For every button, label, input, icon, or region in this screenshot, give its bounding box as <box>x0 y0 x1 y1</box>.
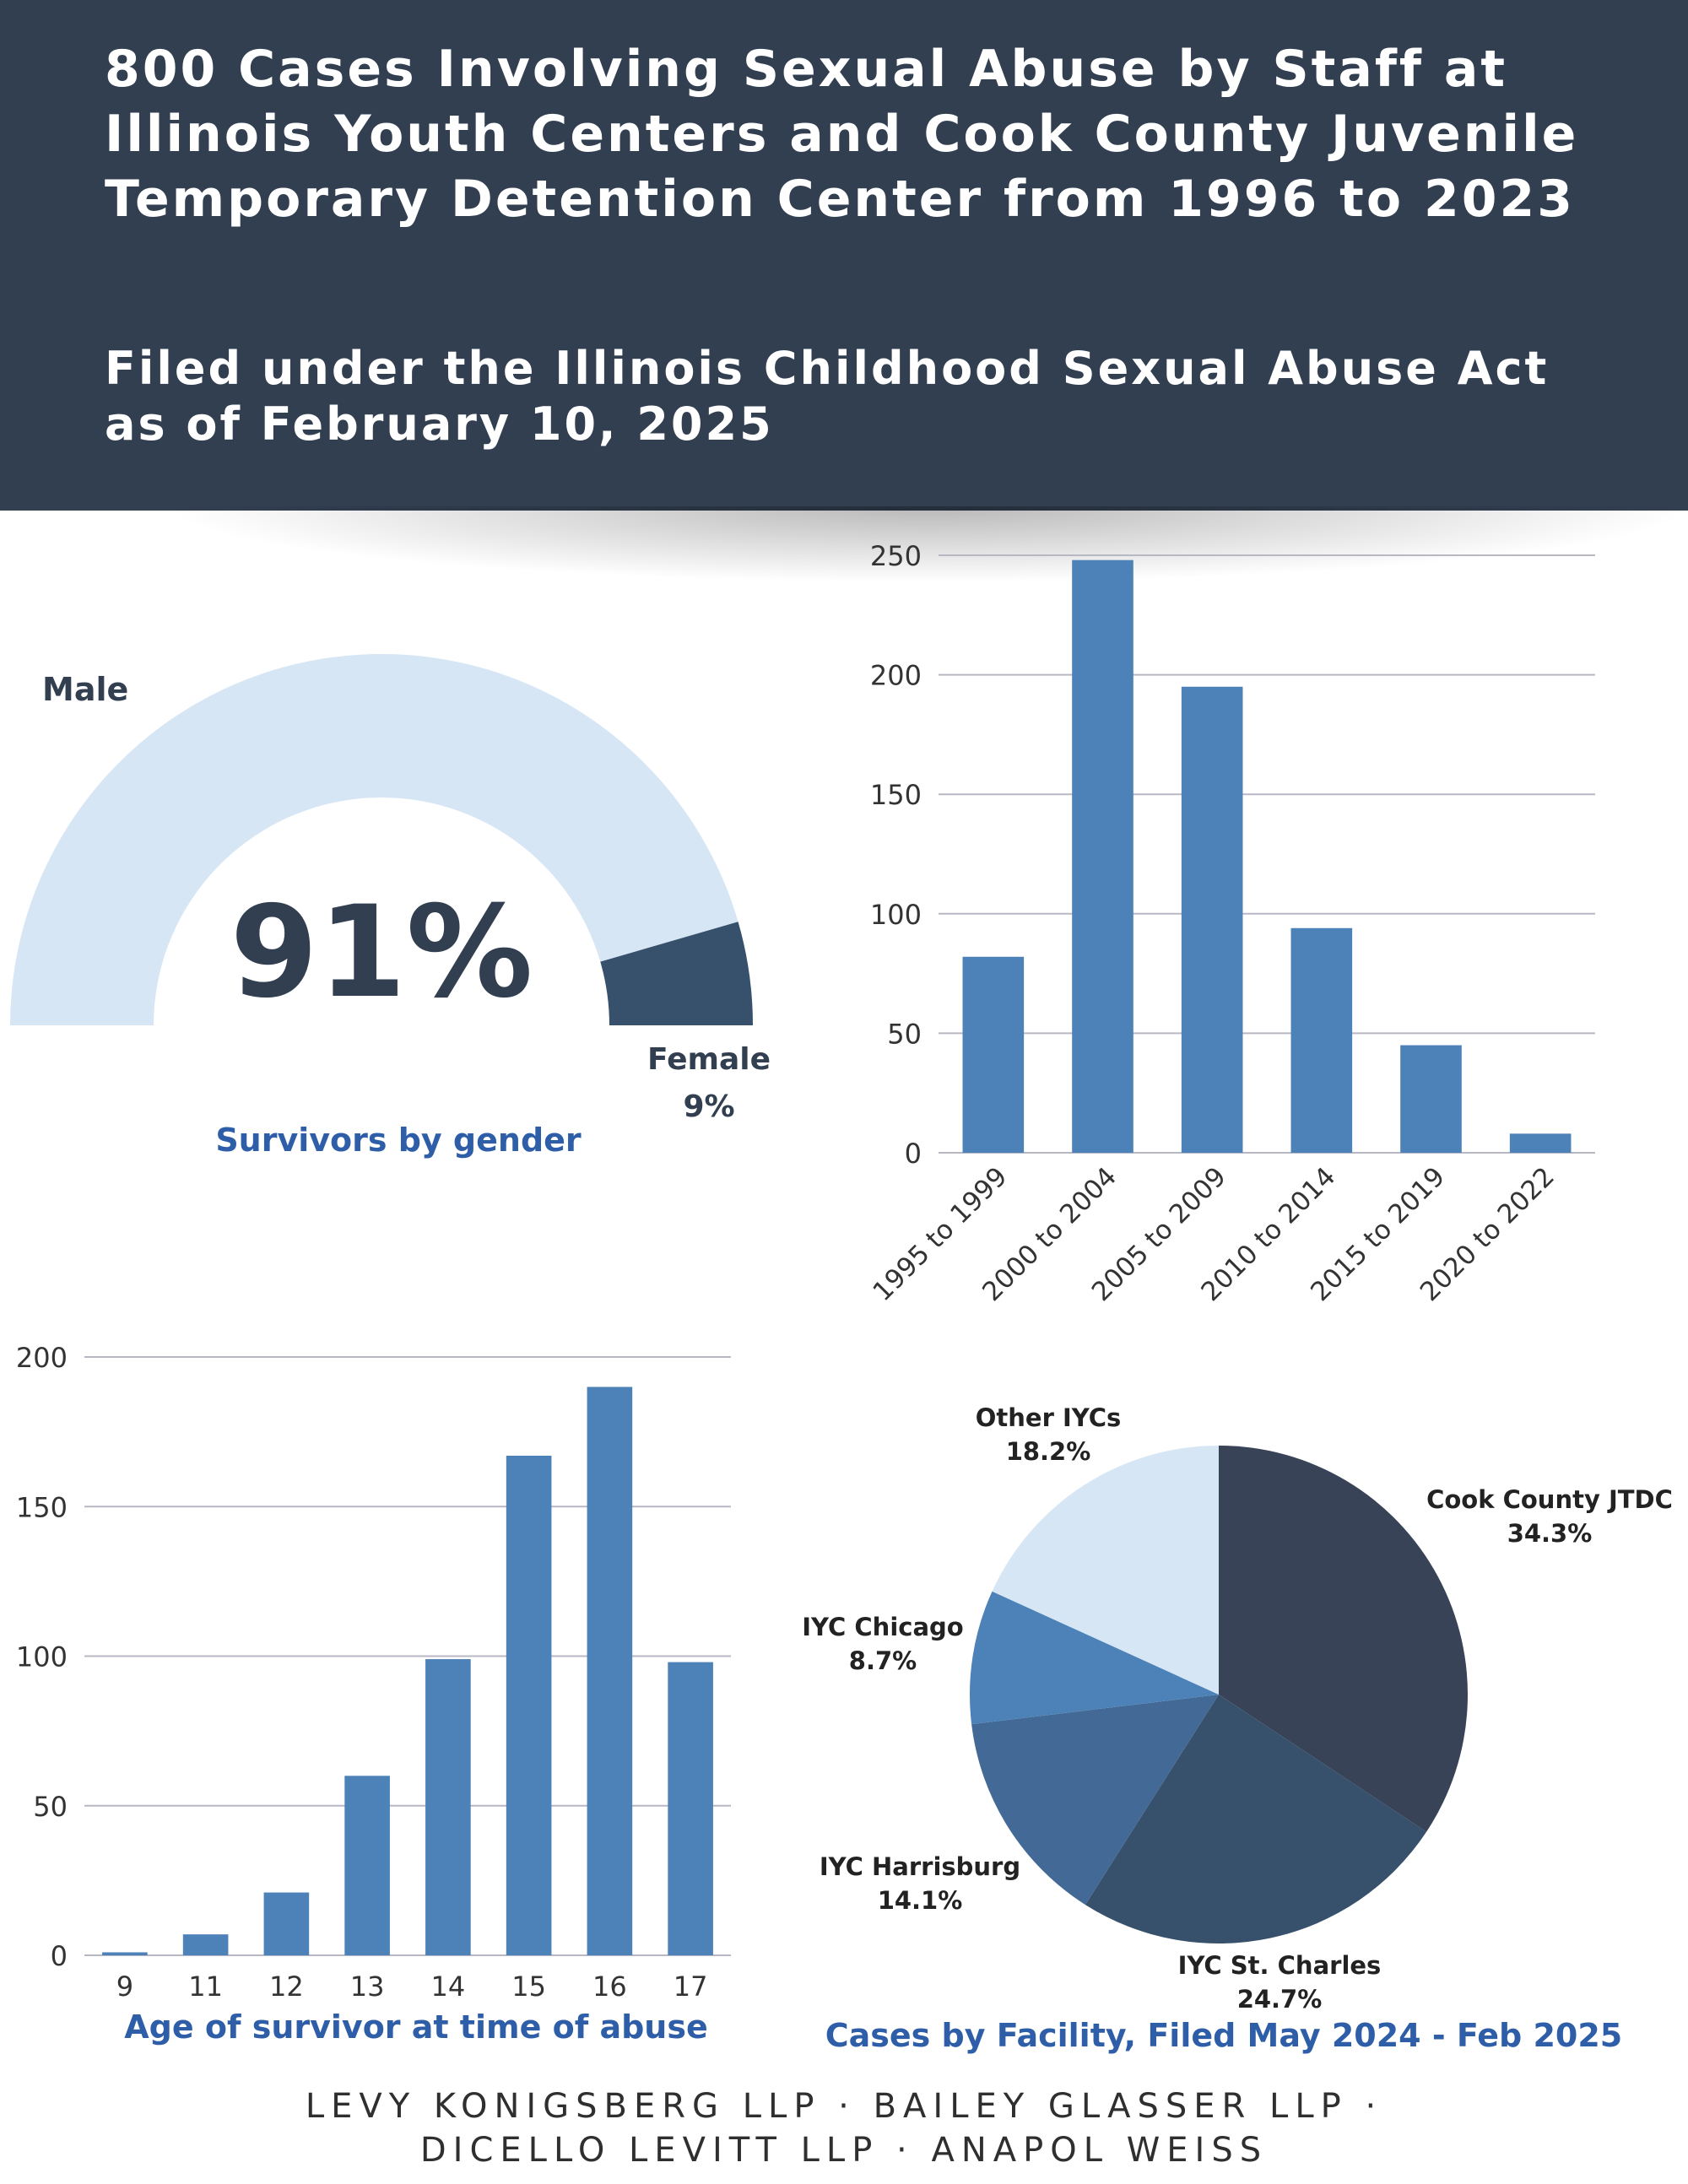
pie-label-value: 18.2% <box>1006 1437 1091 1466</box>
header-shadow <box>0 506 1688 608</box>
bar <box>182 1934 229 1955</box>
pie-label-value: 34.3% <box>1507 1519 1593 1548</box>
y-tick-label: 200 <box>16 1342 68 1374</box>
pie-label-name: IYC Harrisburg <box>820 1852 1020 1881</box>
pie-label-value: 14.1% <box>878 1886 963 1915</box>
y-tick-label: 50 <box>33 1791 68 1823</box>
y-tick-label: 200 <box>870 660 922 692</box>
y-tick-label: 100 <box>870 899 922 931</box>
pie-label-value: 8.7% <box>849 1646 917 1675</box>
bar <box>102 1952 148 1955</box>
x-tick-label: 14 <box>431 1970 466 2003</box>
gauge-label-female: Female <box>647 1042 771 1077</box>
bar <box>587 1387 633 1955</box>
y-tick-label: 100 <box>16 1641 68 1673</box>
facility-chart-caption: Cases by Facility, Filed May 2024 - Feb … <box>825 2017 1622 2054</box>
header-banner <box>0 0 1688 511</box>
pie-label-name: IYC St. Charles <box>1178 1951 1382 1980</box>
footer-line-1: LEVY KONIGSBERG LLP · BAILEY GLASSER LLP… <box>305 2087 1383 2126</box>
page-title: 800 Cases Involving Sexual Abuse by Staf… <box>105 40 1579 229</box>
x-tick-label: 12 <box>269 1970 304 2003</box>
bar <box>263 1892 310 1955</box>
footer-line-2: DICELLO LEVITT LLP · ANAPOL WEISS <box>419 2131 1269 2170</box>
footer-credits: LEVY KONIGSBERG LLP · BAILEY GLASSER LLP… <box>0 2084 1688 2172</box>
bar <box>1290 927 1353 1153</box>
gender-gauge-chart: Male 91% Female 9% Survivors by gender <box>10 654 771 1159</box>
pie-slice-other-iycs <box>992 1446 1219 1695</box>
bar <box>344 1776 390 1955</box>
y-tick-label: 150 <box>870 779 922 811</box>
x-tick-label: 9 <box>116 1970 133 2003</box>
age-bar-chart: 0 50 100 150 200 9 11 12 13 14 15 16 17 <box>16 1342 731 2003</box>
gauge-label-male: Male <box>42 671 128 708</box>
pie-label-name: Other IYCs <box>976 1403 1122 1432</box>
pie-slice-cook-county-jtdc <box>1219 1446 1468 1832</box>
y-tick-label: 0 <box>51 1940 68 1972</box>
gauge-segment-female <box>600 922 753 1025</box>
gauge-segment-male <box>10 654 738 1025</box>
gauge-caption: Survivors by gender <box>215 1122 582 1159</box>
bar <box>1509 1133 1572 1153</box>
y-tick-label: 250 <box>870 540 922 572</box>
gauge-label-female-value: 9% <box>683 1089 734 1124</box>
page-subtitle: Filed under the Illinois Childhood Sexua… <box>105 342 1550 451</box>
x-tick-label: 11 <box>188 1970 223 2003</box>
facility-pie-chart: Cook County JTDC 34.3% IYC St. Charles 24.7… <box>802 1403 1673 2014</box>
pie-slice-iyc-st-charles <box>1085 1695 1427 1943</box>
bar <box>1181 686 1243 1153</box>
gauge-center-value: 91% <box>230 879 533 1026</box>
age-chart-caption: Age of survivor at time of abuse <box>124 2008 708 2046</box>
y-tick-label: 150 <box>16 1491 68 1523</box>
x-tick-label: 15 <box>511 1970 546 2003</box>
bar <box>1400 1045 1462 1153</box>
x-tick-label: 16 <box>592 1970 627 2003</box>
pie-slice-iyc-chicago <box>969 1591 1219 1725</box>
y-tick-label: 0 <box>905 1138 922 1170</box>
x-tick-label: 17 <box>674 1970 708 2003</box>
bar <box>962 956 1025 1153</box>
pie-label-value: 24.7% <box>1237 1985 1323 2014</box>
x-tick-label: 13 <box>350 1970 385 2003</box>
bar <box>425 1659 471 1955</box>
y-tick-label: 50 <box>887 1018 922 1050</box>
pie-label-name: Cook County JTDC <box>1426 1485 1673 1514</box>
pie-label-name: IYC Chicago <box>802 1613 963 1641</box>
bar <box>1072 560 1133 1153</box>
bar <box>506 1455 552 1955</box>
pie-slice-iyc-harrisburg <box>971 1695 1219 1906</box>
bar <box>668 1662 713 1955</box>
